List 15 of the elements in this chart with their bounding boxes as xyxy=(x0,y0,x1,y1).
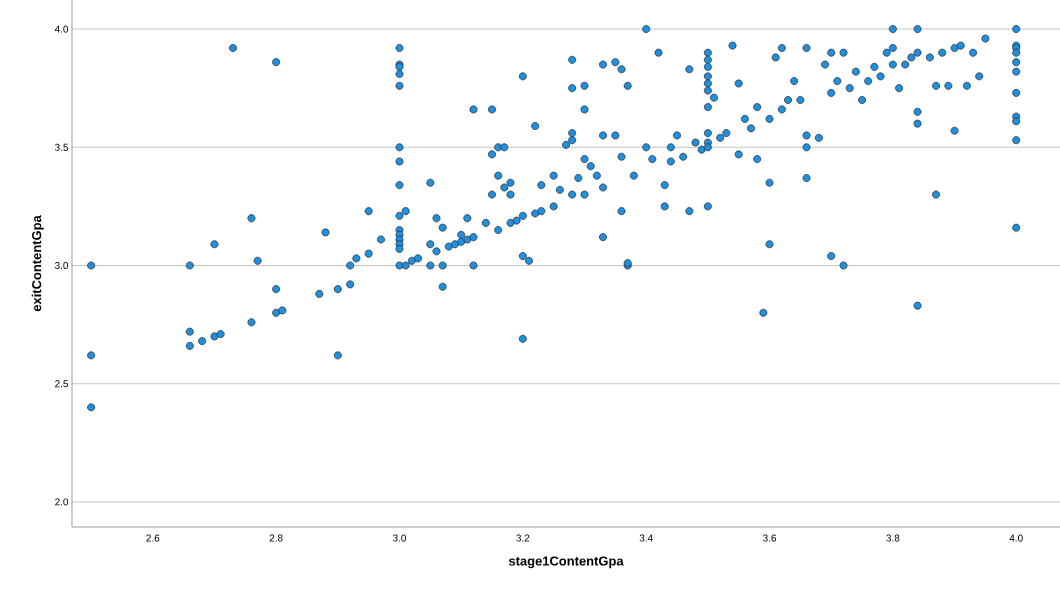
y-axis-title: exitContentGpa xyxy=(31,215,44,312)
x-tick-label: 4.0 xyxy=(1009,534,1023,542)
x-tick-label: 3.8 xyxy=(886,534,900,542)
x-tick-label: 2.8 xyxy=(269,534,283,542)
y-tick-label: 2.0 xyxy=(55,498,69,506)
x-tick-label: 3.0 xyxy=(392,534,407,542)
x-tick-label: 2.6 xyxy=(146,534,160,542)
x-tick-label: 3.6 xyxy=(762,534,777,542)
y-tick-label: 2.5 xyxy=(55,380,69,388)
y-tick-label: 3.0 xyxy=(55,261,69,270)
x-tick-label: 3.2 xyxy=(516,534,530,542)
x-tick-label: 3.4 xyxy=(639,534,653,542)
x-axis-title: stage1ContentGpa xyxy=(508,556,624,569)
y-tick-label: 4.0 xyxy=(54,25,69,33)
y-tick-label: 3.5 xyxy=(55,143,69,151)
